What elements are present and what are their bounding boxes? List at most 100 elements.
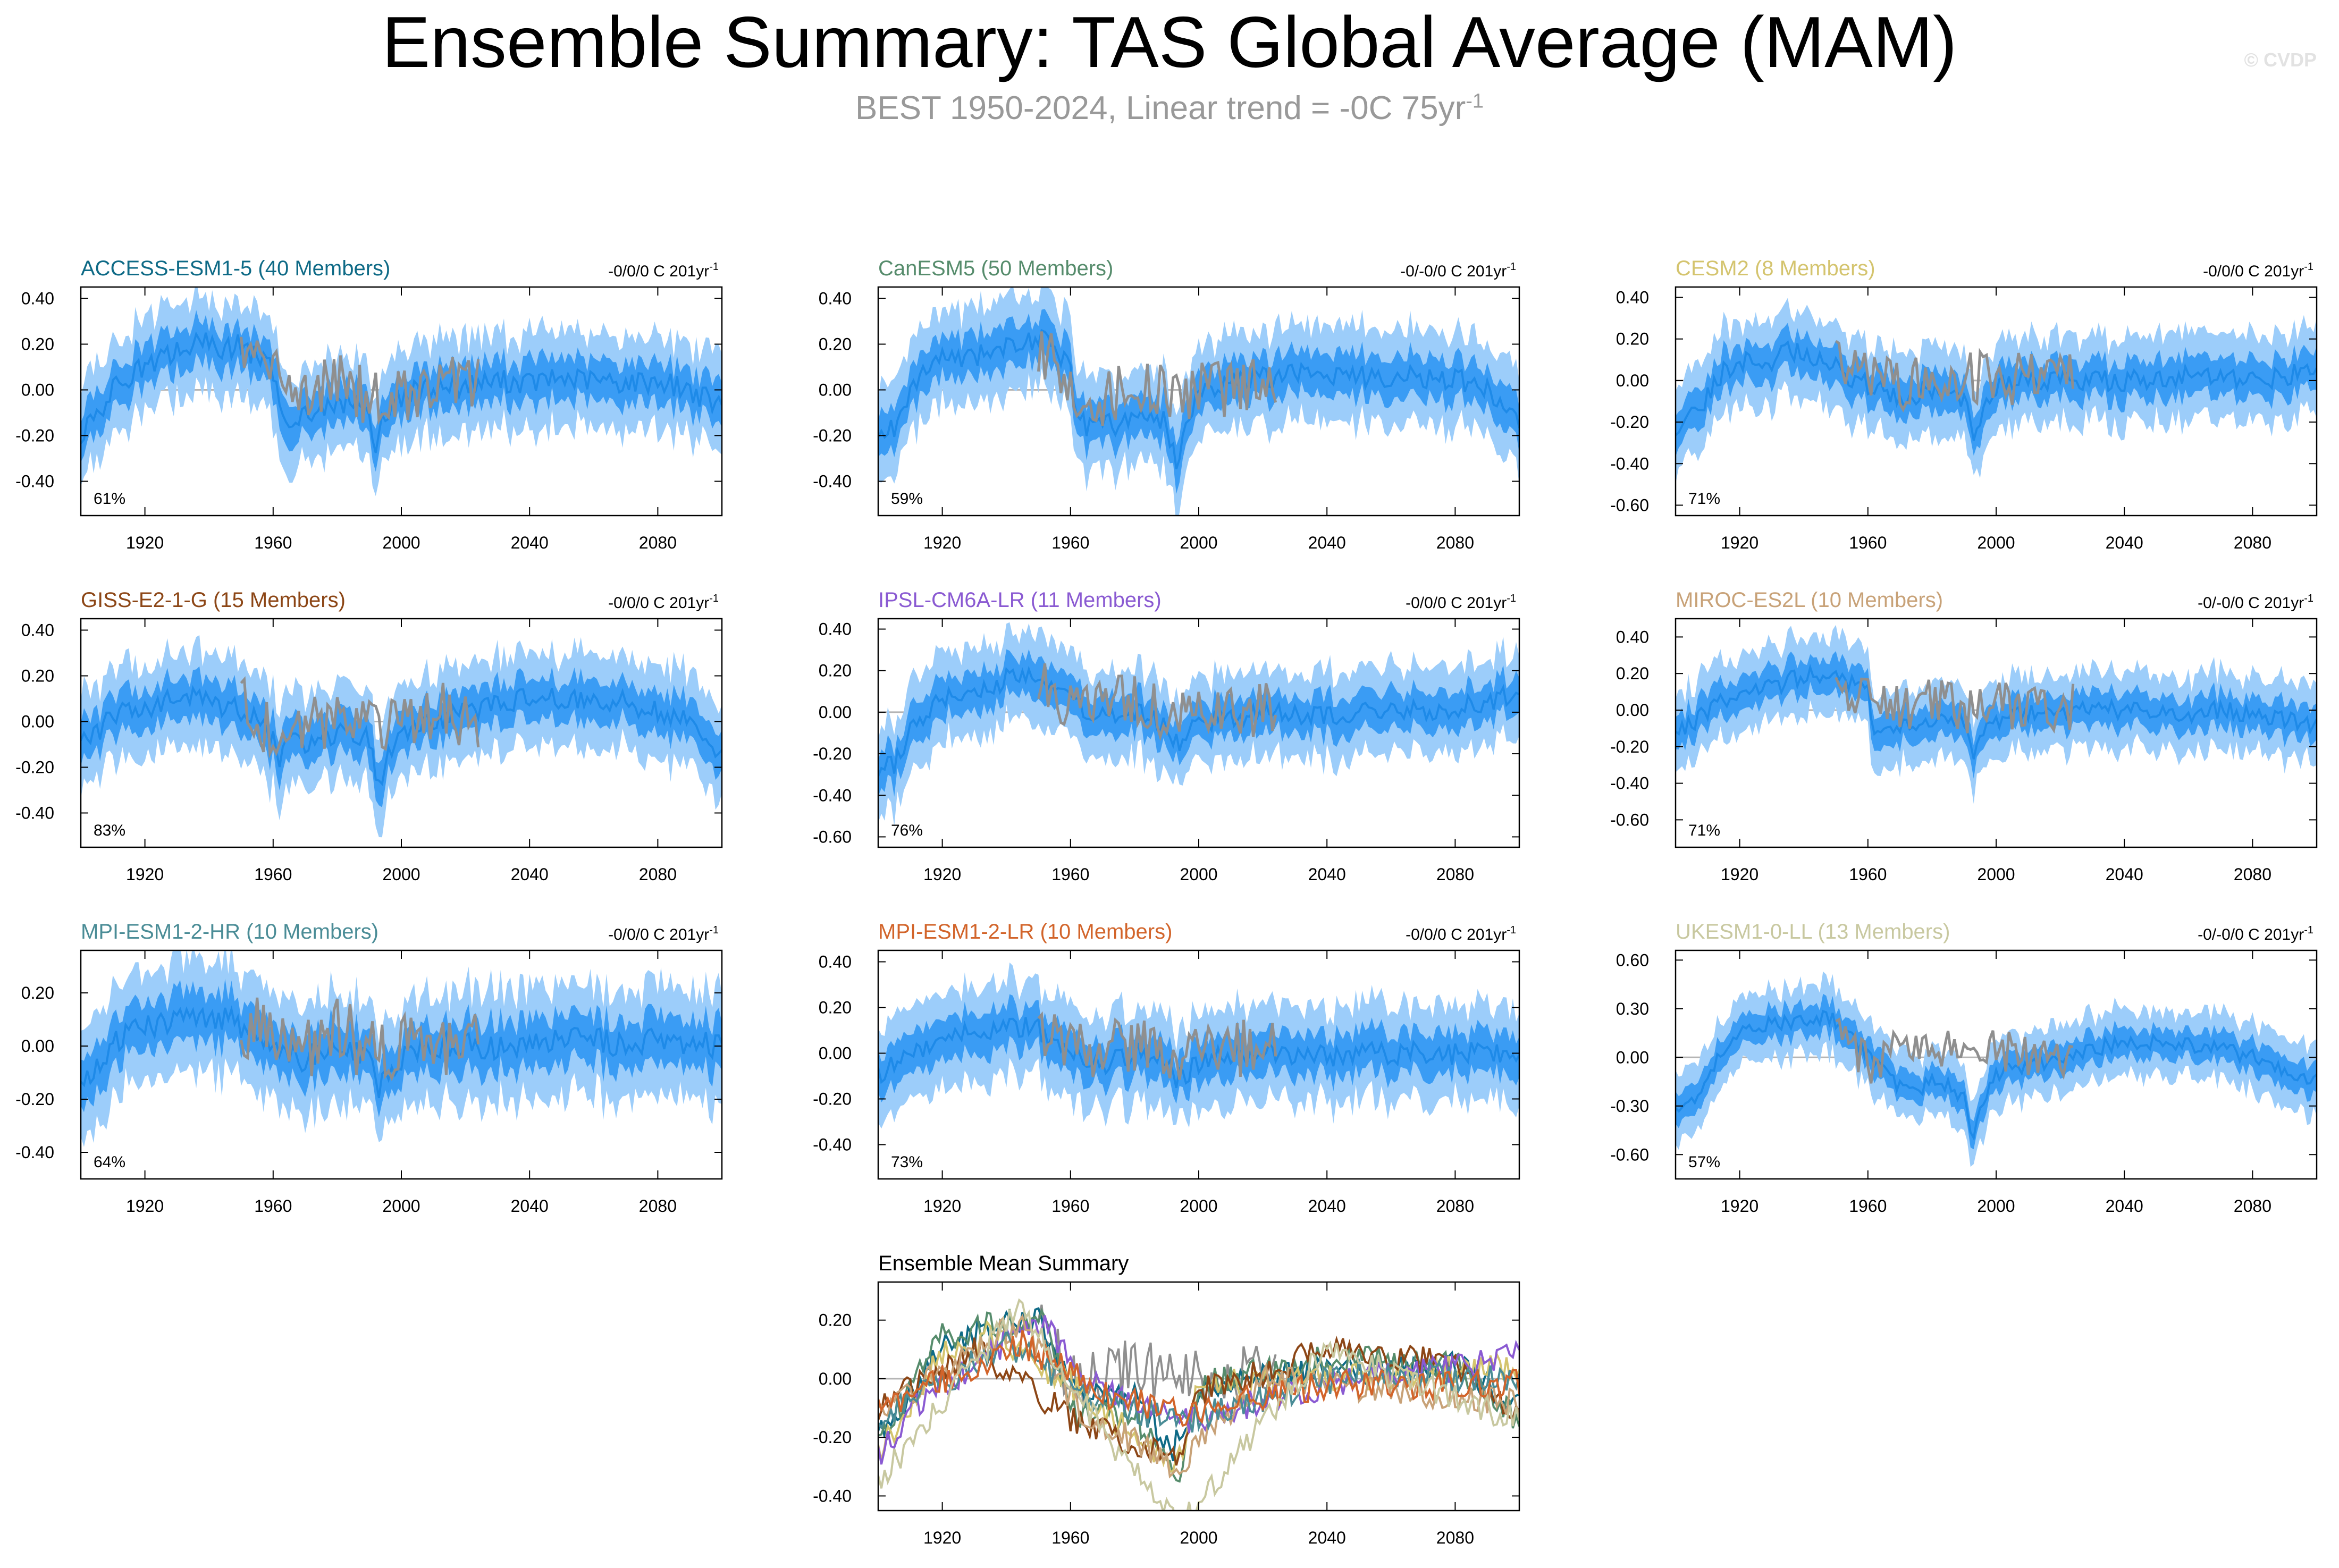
y-tick-label: -0.20 [813,1428,852,1447]
y-tick-label: 0.20 [21,335,54,354]
panel-title: IPSL-CM6A-LR (11 Members) [878,588,1162,612]
x-tick-label: 2040 [1308,1196,1346,1216]
y-tick-label: -0.40 [813,1135,852,1154]
observations-line [1037,1011,1277,1080]
y-tick-label: 0.00 [1616,701,1649,720]
copyright-watermark: © CVDP [2244,49,2317,71]
y-tick-label: -0.20 [813,1090,852,1109]
x-tick-label: 2080 [2234,1196,2271,1216]
panel-plot-area [81,635,722,838]
panel-percent: 71% [1688,490,1720,508]
x-tick-label: 1960 [1849,1196,1887,1216]
x-tick-label: 2040 [1308,1528,1346,1547]
panel-plot-area [81,950,722,1147]
x-tick-label: 2040 [511,1196,549,1216]
chart-panel-cesm2: CESM2 (8 Members) -0/0/0 C 201yr-1 71% -0.6… [1610,257,2318,552]
y-tick-label: -0.40 [813,472,852,491]
y-tick-label: 0.20 [21,983,54,1002]
panel-trend: -0/0/0 C 201yr-1 [2203,261,2313,280]
x-tick-label: 1960 [1051,533,1089,552]
x-tick-label: 2040 [511,865,549,884]
panel-plot-area [878,1298,1519,1511]
y-tick-label: 0.20 [819,661,852,680]
panel-trend-text: -0/0/0 C 201yr [608,594,709,612]
observations-line [1037,663,1277,741]
x-tick-label: 2080 [2234,533,2271,552]
x-tick-label: 2000 [1180,1196,1217,1216]
y-tick-label: 0.40 [1616,627,1649,646]
y-tick-label: -0.20 [1610,412,1649,432]
x-tick-label: 1960 [254,533,292,552]
x-tick-label: 2080 [1436,1528,1474,1547]
y-tick-label: 0.00 [819,703,852,722]
x-tick-label: 2040 [2106,1196,2143,1216]
observations-line [240,336,480,426]
subtitle-text: BEST 1950-2024, Linear trend = -0C 75yr [855,90,1466,127]
observations-line [1037,331,1277,426]
x-tick-label: 2080 [2234,865,2271,884]
page-subtitle: BEST 1950-2024, Linear trend = -0C 75yr-… [0,89,2339,127]
panel-trend: -0/0/0 C 201yr-1 [608,593,719,612]
x-tick-label: 2000 [1977,865,2015,884]
chart-panel-miroc-es2l: MIROC-ES2L (10 Members) -0/-0/0 C 201yr-1… [1610,588,2318,884]
y-tick-label: 0.20 [1616,664,1649,683]
y-tick-label: -0.60 [1610,495,1649,515]
panel-trend-superscript: -1 [709,593,719,604]
page-title: Ensemble Summary: TAS Global Average (MA… [382,2,1957,82]
panel-trend: -0/0/0 C 201yr-1 [1406,593,1516,612]
chart-panel-access-esm1-5: ACCESS-ESM1-5 (40 Members) -0/0/0 C 201yr… [15,257,723,552]
y-tick-label: 0.40 [1616,288,1649,307]
chart-panel-ukesm1-0-ll: UKESM1-0-LL (13 Members) -0/-0/0 C 201yr-… [1610,920,2318,1216]
y-tick-label: 0.20 [819,998,852,1017]
ensemble-mean-line [81,1005,722,1099]
panel-trend: -0/-0/0 C 201yr-1 [2198,924,2313,943]
panel-percent: 59% [891,490,923,508]
x-tick-label: 1960 [1051,1196,1089,1216]
chart-panel-ipsl-cm6a-lr: IPSL-CM6A-LR (11 Members) -0/0/0 C 201yr-… [813,588,1520,884]
subtitle-superscript: -1 [1466,90,1484,113]
panel-plot-area [878,622,1519,827]
panel-trend-superscript: -1 [709,924,719,936]
summary-line-canesm5 [878,1308,1519,1483]
panel-percent: 57% [1688,1153,1720,1171]
x-tick-label: 2040 [2106,865,2143,884]
x-tick-label: 1960 [254,865,292,884]
y-tick-label: -0.40 [15,472,54,491]
y-tick-label: -0.40 [1610,454,1649,473]
panel-percent: 76% [891,822,923,839]
y-tick-label: -0.40 [813,1486,852,1505]
panel-trend: -0/0/0 C 201yr-1 [608,924,719,943]
x-tick-label: 1920 [1721,1196,1759,1216]
chart-panel-mpi-esm1-2-hr: MPI-ESM1-2-HR (10 Members) -0/0/0 C 201yr… [15,920,723,1216]
y-tick-label: -0.20 [813,426,852,445]
y-tick-label: 0.20 [21,667,54,686]
panel-percent: 61% [94,490,125,508]
chart-panel-mpi-esm1-2-lr: MPI-ESM1-2-LR (10 Members) -0/0/0 C 201yr… [813,920,1520,1216]
x-tick-label: 2000 [1977,1196,2015,1216]
panel-trend-text: -0/-0/0 C 201yr [2198,594,2304,612]
y-tick-label: -0.60 [813,827,852,846]
panel-trend-text: -0/0/0 C 201yr [1406,594,1507,612]
y-tick-label: 0.20 [1616,330,1649,349]
x-tick-label: 1920 [923,1528,961,1547]
x-tick-label: 2080 [1436,865,1474,884]
y-tick-label: -0.20 [1610,737,1649,756]
panel-trend-text: -0/-0/0 C 201yr [1400,263,1507,280]
y-tick-label: -0.20 [15,1090,54,1109]
y-tick-label: -0.40 [1610,774,1649,793]
y-tick-label: -0.20 [15,758,54,777]
y-tick-label: 0.40 [21,289,54,308]
y-tick-label: 0.20 [819,1311,852,1330]
x-tick-label: 2080 [639,1196,677,1216]
observations-line [240,997,480,1082]
panel-title: ACCESS-ESM1-5 (40 Members) [81,257,390,280]
y-tick-label: 0.00 [1616,1048,1649,1067]
x-tick-label: 2040 [2106,533,2143,552]
y-tick-label: 0.20 [819,335,852,354]
panel-trend-superscript: -1 [1507,593,1516,604]
panel-trend-text: -0/0/0 C 201yr [2203,263,2304,280]
y-tick-label: -0.40 [813,786,852,805]
x-tick-label: 2080 [1436,533,1474,552]
x-tick-label: 2000 [1180,865,1217,884]
